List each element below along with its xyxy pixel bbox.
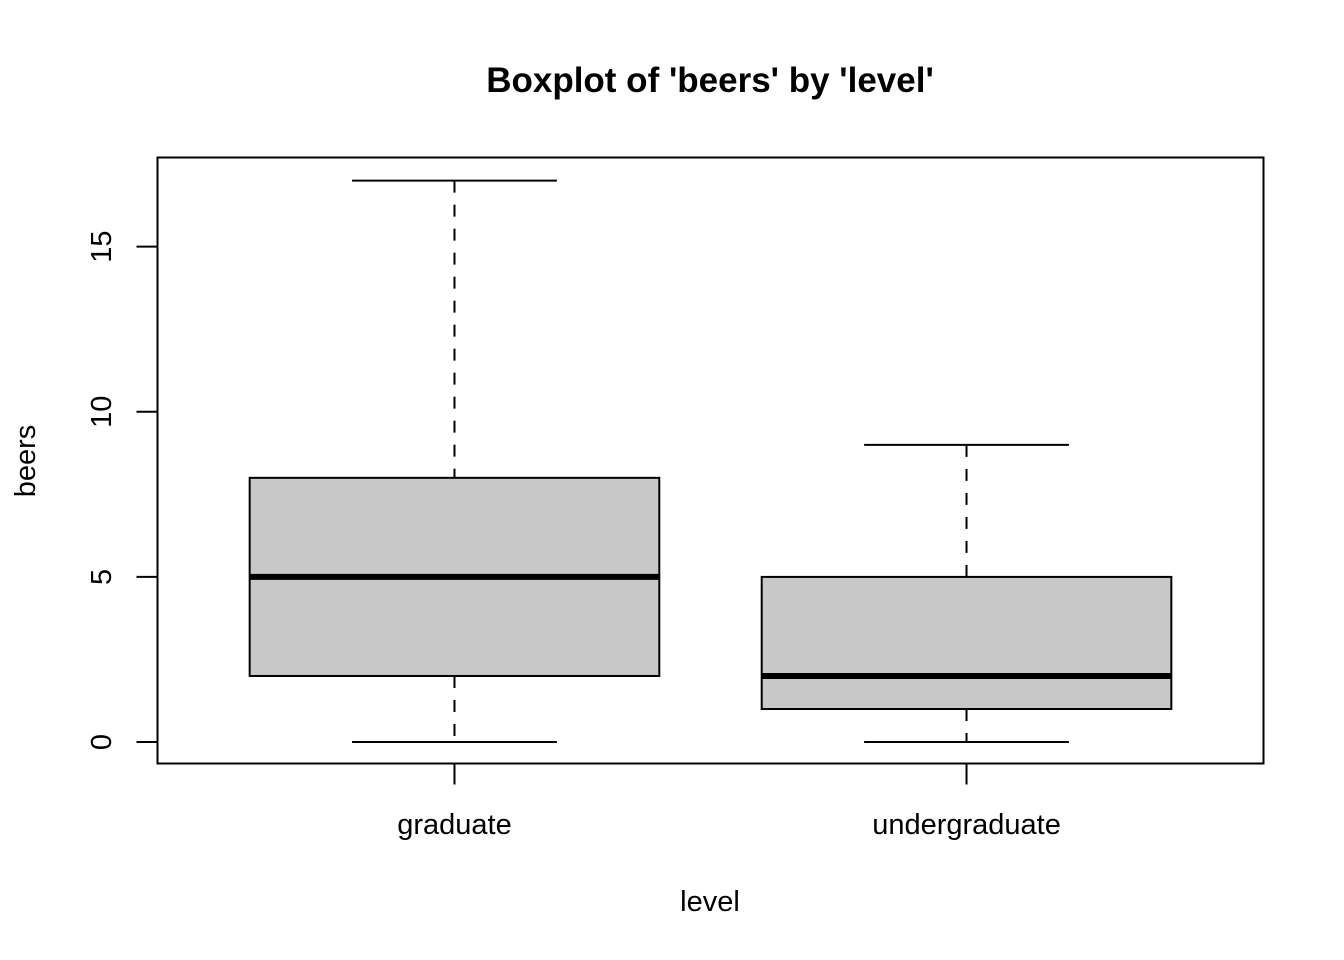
y-tick-label: 5 xyxy=(86,569,118,585)
x-axis-label: level xyxy=(680,886,740,918)
x-tick-label-graduate: graduate xyxy=(397,809,512,841)
box-graduate xyxy=(248,179,661,744)
y-tick-label: 0 xyxy=(86,734,118,750)
x-tick-label-undergraduate: undergraduate xyxy=(872,809,1061,841)
x-axis: graduate undergraduate xyxy=(397,762,1061,841)
chart-title: Boxplot of 'beers' by 'level' xyxy=(486,61,934,100)
y-tick-label: 10 xyxy=(86,396,118,428)
y-tick-label: 15 xyxy=(86,231,118,263)
y-axis: 0 5 10 15 xyxy=(86,231,159,750)
box-undergraduate xyxy=(760,443,1173,744)
iqr-box xyxy=(760,575,1173,711)
boxes-group xyxy=(248,179,1173,744)
y-axis-label: beers xyxy=(10,425,42,498)
